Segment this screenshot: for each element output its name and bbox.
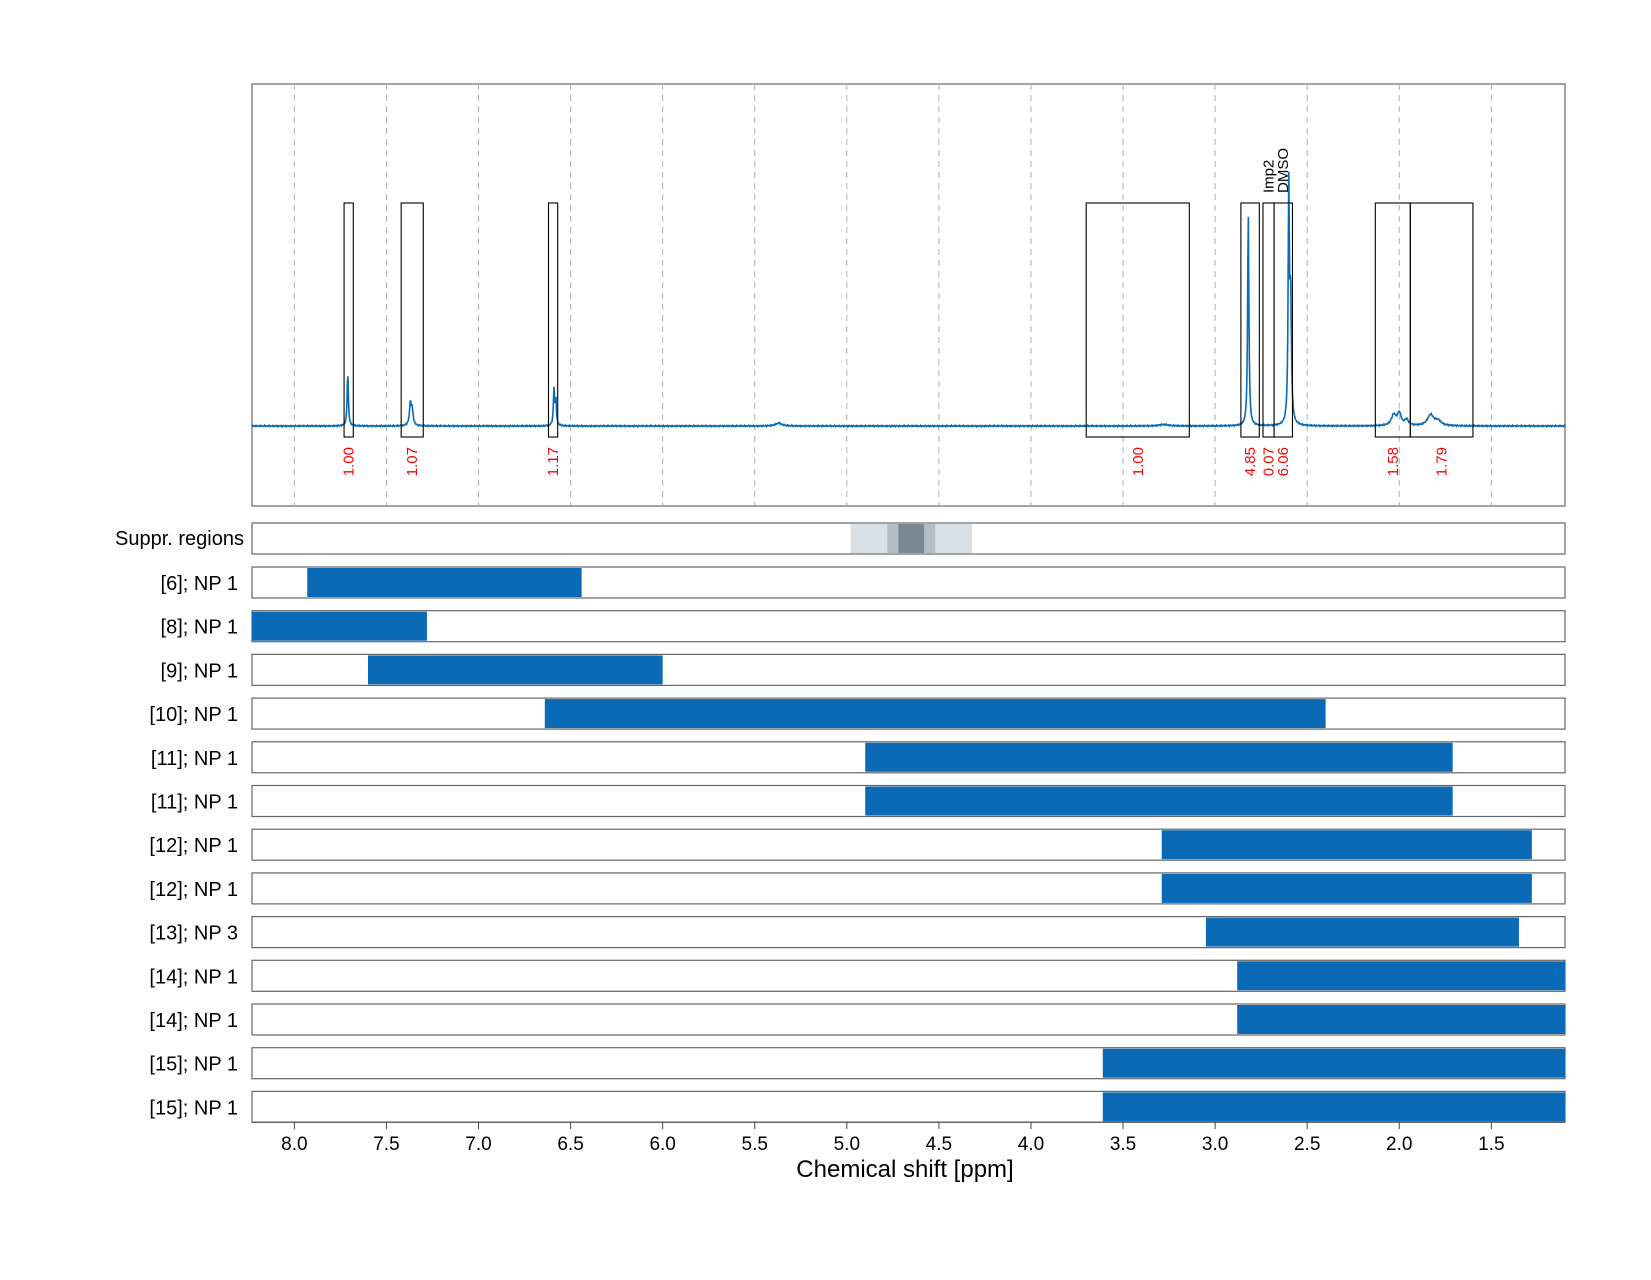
tick-label: 4.0	[1018, 1134, 1044, 1155]
range-bar-row: [11]; NP 1	[151, 741, 1566, 774]
integral-value: 1.17	[545, 447, 562, 476]
range-bar	[1161, 873, 1532, 903]
range-bars-panel: [6]; NP 1 [8]; NP 1 [9]; NP 1 [10]; NP 1 [11…	[149, 566, 1566, 1124]
range-bar	[1102, 1092, 1565, 1122]
tick-label: 3.5	[1110, 1134, 1136, 1155]
suppr-frame	[251, 522, 1566, 555]
range-bar-row: [9]; NP 1	[161, 653, 1566, 687]
spectrum-frame	[251, 83, 1566, 507]
bar-label: [6]; NP 1	[161, 573, 238, 595]
spectrum-trace	[251, 171, 1566, 429]
range-bar-row: [12]; NP 1	[149, 872, 1566, 905]
tick-label: 2.0	[1386, 1134, 1412, 1155]
tick-label: 1.5	[1478, 1134, 1504, 1155]
tick-label: 6.5	[557, 1134, 583, 1155]
range-bar-row: [14]; NP 1	[149, 959, 1566, 992]
tick-label: 4.5	[926, 1134, 952, 1155]
integration-box	[1085, 202, 1190, 438]
bar-label: [10]; NP 1	[149, 704, 238, 726]
x-axis-label: Chemical shift [ppm]	[796, 1156, 1013, 1183]
bar-label: [11]; NP 1	[151, 748, 238, 770]
bar-label: [9]; NP 1	[161, 660, 238, 682]
integral-value: 6.06	[1275, 447, 1292, 476]
tick-label: 7.0	[465, 1134, 491, 1155]
bar-label: [12]; NP 1	[149, 879, 238, 901]
range-bar-row: [15]; NP 1	[149, 1047, 1566, 1080]
region-label: Imp2	[1261, 160, 1278, 193]
integration-box	[547, 202, 559, 438]
integration-box	[1409, 202, 1474, 438]
integral-value: 1.07	[404, 447, 421, 476]
suppr-label: Suppr. regions	[115, 528, 244, 550]
range-bar-row: [8]; NP 1	[161, 610, 1566, 643]
range-bar	[368, 655, 663, 685]
range-bar	[865, 742, 1453, 772]
integration-box	[1262, 202, 1275, 438]
bar-label: [14]; NP 1	[149, 1010, 238, 1032]
range-bar	[1237, 961, 1565, 991]
range-bar-row: [15]; NP 1	[149, 1090, 1566, 1124]
range-bar	[252, 611, 427, 641]
integration-box	[1374, 202, 1411, 438]
range-bar-row: [13]; NP 3	[149, 915, 1566, 949]
tick-label: 7.5	[373, 1134, 399, 1155]
integral-value: 1.58	[1385, 447, 1402, 476]
integral-value: 1.79	[1434, 447, 1451, 476]
integral-value: 1.00	[1130, 447, 1147, 476]
integration-box	[1240, 202, 1260, 438]
suppressed-band	[898, 524, 925, 553]
bar-label: [8]; NP 1	[161, 617, 238, 639]
bar-row-frame	[251, 610, 1566, 643]
range-bar	[1237, 1005, 1565, 1034]
range-bar-row: [12]; NP 1	[149, 828, 1566, 861]
tick-label: 2.5	[1294, 1134, 1320, 1155]
integration-box	[1273, 202, 1294, 438]
range-bar	[1205, 917, 1519, 947]
integration-box	[343, 202, 354, 438]
tick-label: 5.0	[834, 1134, 860, 1155]
spectrum-panel: 1.00 1.07 1.17 1.00 4.85 0.07 Imp2 6.06 DMSO 1.58…	[251, 83, 1566, 507]
tick-label: 8.0	[281, 1134, 307, 1155]
range-bar-row: [10]; NP 1	[149, 697, 1566, 730]
integral-value: 1.00	[341, 447, 358, 476]
bar-label: [15]; NP 1	[149, 1097, 238, 1119]
suppressed-regions-panel: Suppr. regions	[115, 522, 1566, 555]
bar-label: [12]; NP 1	[149, 835, 238, 857]
range-bar	[1102, 1048, 1565, 1078]
range-bar	[544, 699, 1326, 729]
range-bar	[307, 568, 582, 597]
range-bar	[865, 786, 1453, 816]
bar-label: [14]; NP 1	[149, 966, 238, 988]
region-label: DMSO	[1275, 148, 1292, 193]
integral-value: 4.85	[1242, 447, 1259, 476]
bar-label: [11]; NP 1	[151, 792, 238, 814]
range-bar-row: [14]; NP 1	[149, 1003, 1566, 1036]
range-bar	[1161, 830, 1532, 860]
bar-label: [15]; NP 1	[149, 1054, 238, 1076]
tick-label: 6.0	[649, 1134, 675, 1155]
bar-label: [13]; NP 3	[149, 923, 238, 945]
range-bar-row: [11]; NP 1	[151, 784, 1566, 818]
x-axis: 8.0 7.5 7.0 6.5 6.0 5.5 5.0 4.5 4.0 3.5 3.0 2.5 2.0 1…	[252, 1121, 1565, 1155]
tick-label: 5.5	[742, 1134, 768, 1155]
integral-value: 0.07	[1261, 447, 1278, 476]
integration-box	[400, 202, 424, 438]
range-bar-row: [6]; NP 1	[161, 566, 1566, 599]
tick-label: 3.0	[1202, 1134, 1228, 1155]
